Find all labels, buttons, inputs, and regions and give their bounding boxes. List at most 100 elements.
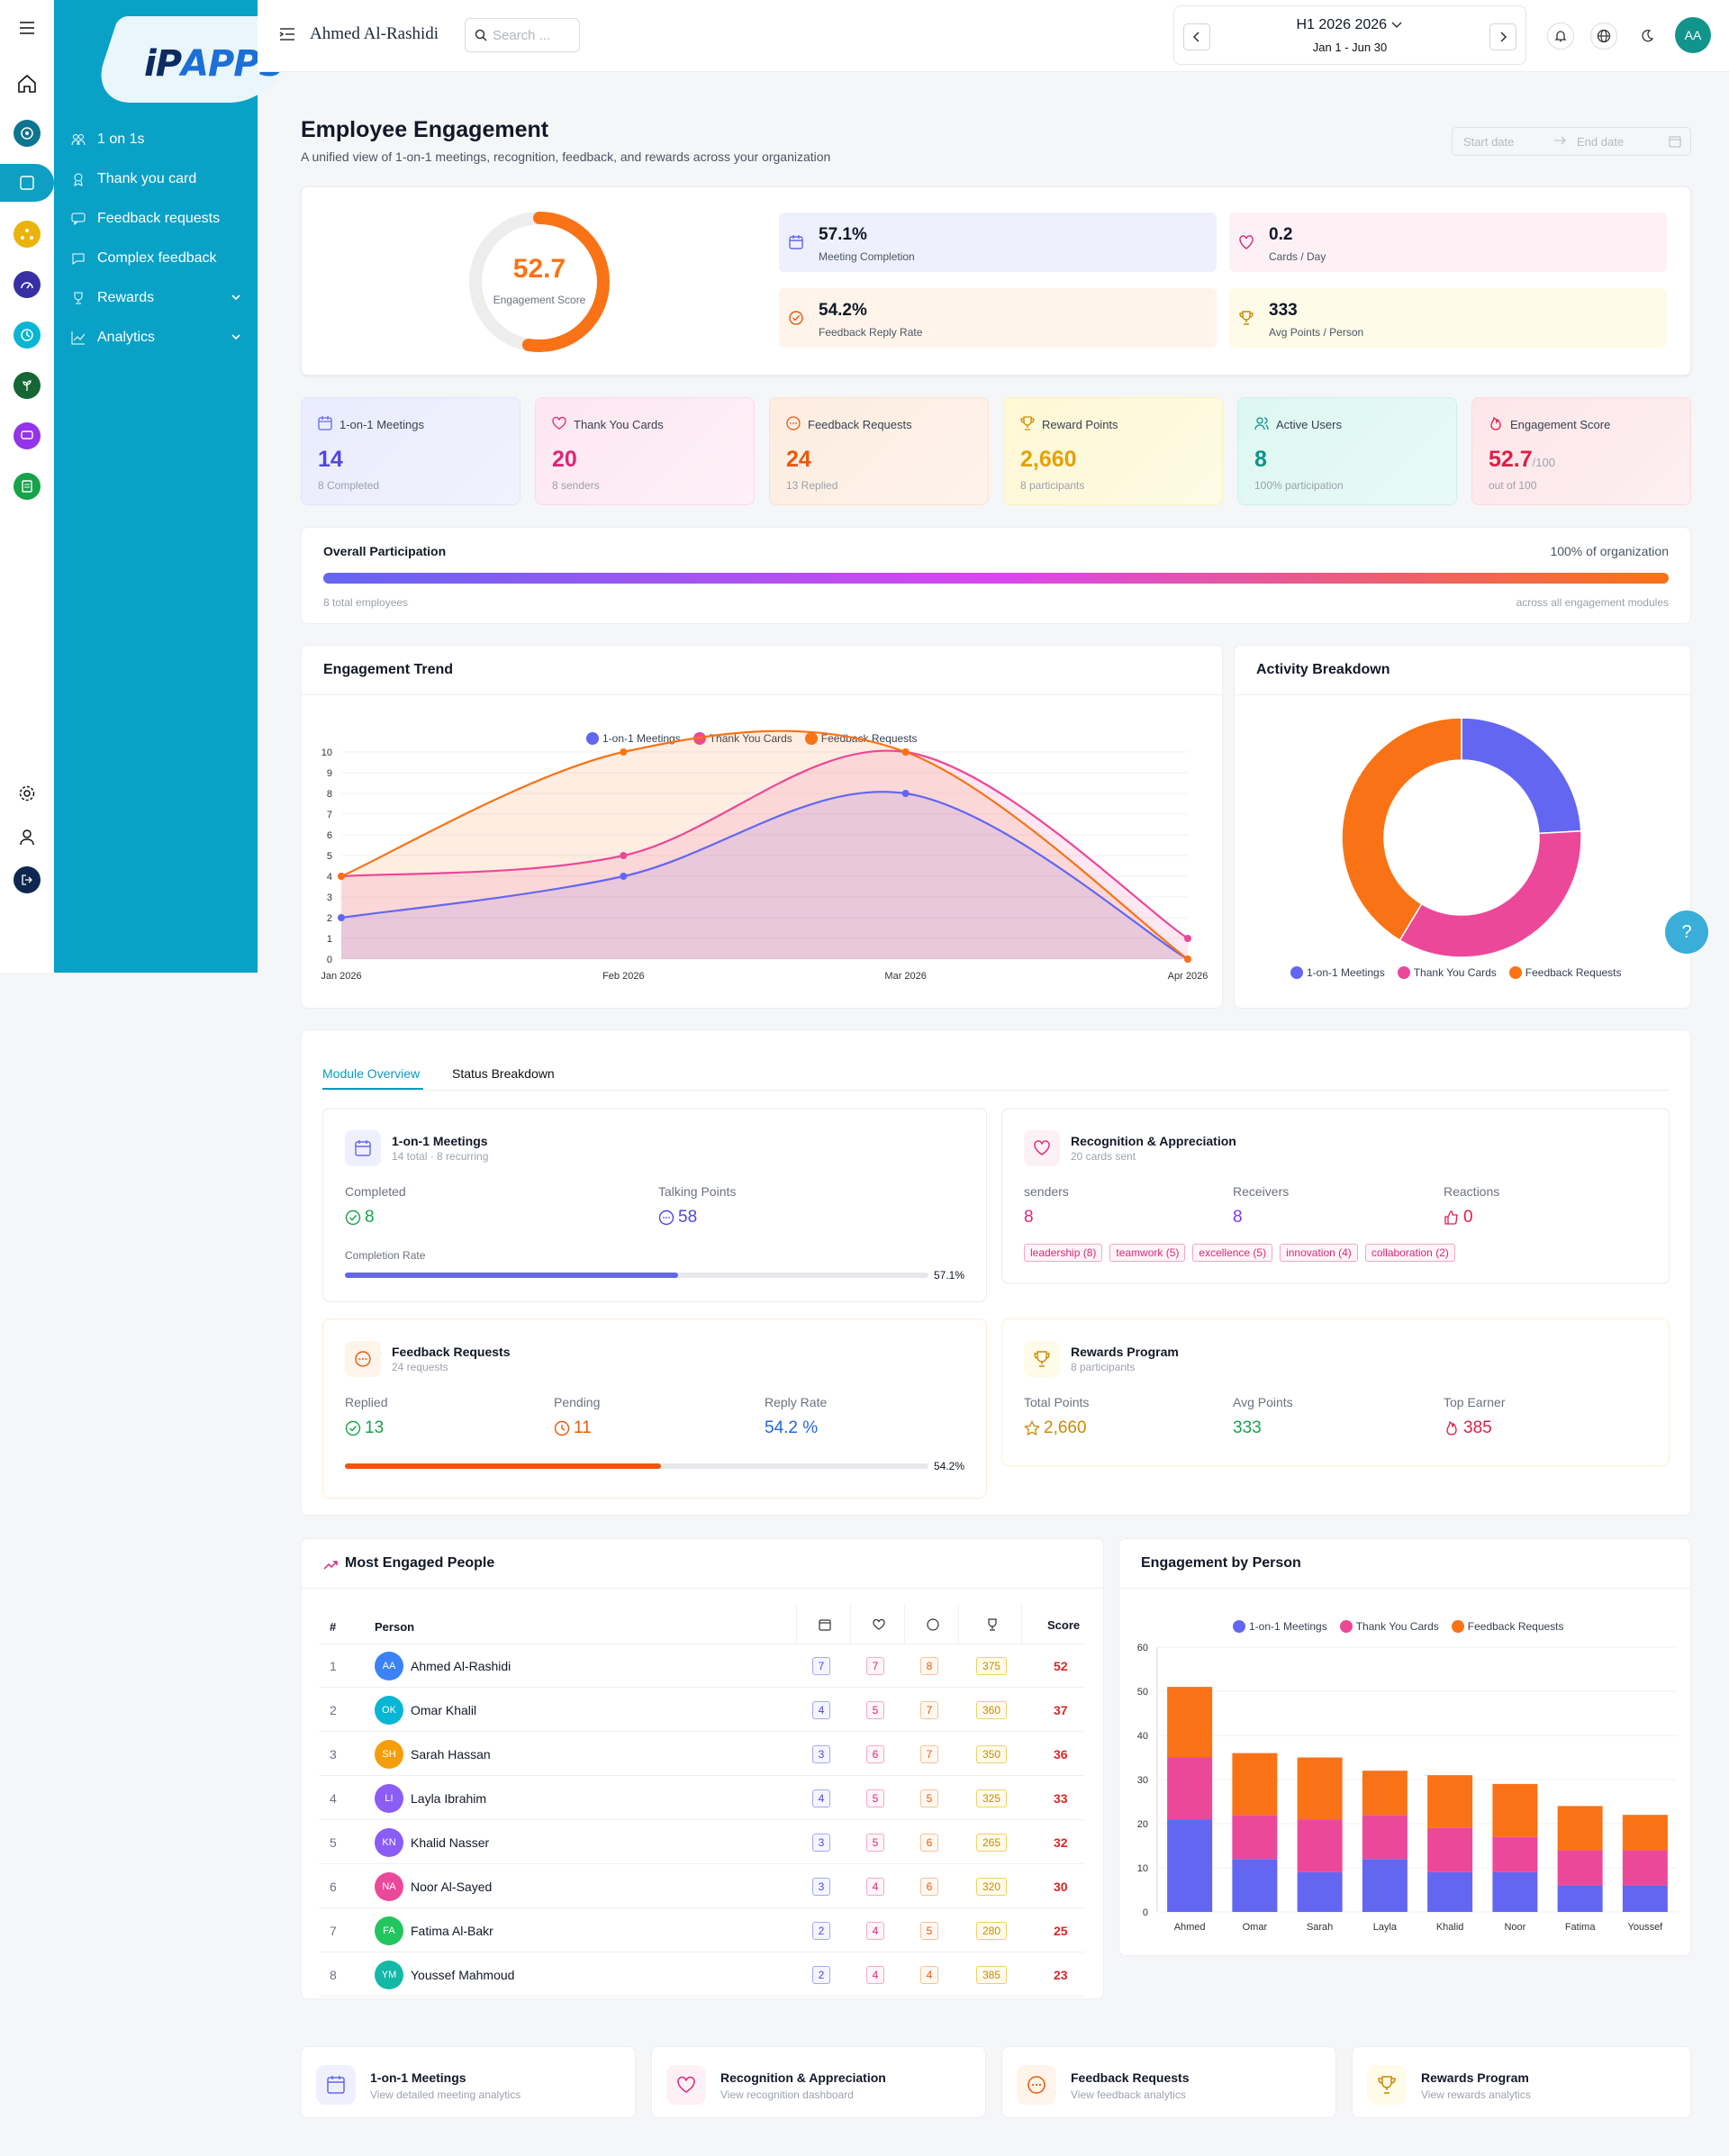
bar-segment <box>1297 1871 1343 1912</box>
next-period-button[interactable] <box>1489 23 1516 50</box>
table-row[interactable]: 4 LI Layla Ibrahim 4 5 5 325 33 <box>319 1777 1084 1820</box>
legend-item[interactable]: Thank You Cards <box>1397 966 1497 979</box>
person-cell[interactable]: NA Noor Al-Sayed <box>375 1865 492 1908</box>
active-rail-tab[interactable] <box>0 164 54 202</box>
tab-status-breakdown[interactable]: Status Breakdown <box>452 1066 555 1081</box>
legend-item[interactable]: Thank You Cards <box>693 732 792 745</box>
module-subtitle: 20 cards sent <box>1071 1150 1136 1163</box>
column-rewards-icon[interactable] <box>958 1605 999 1644</box>
legend-item[interactable]: 1-on-1 Meetings <box>1233 1620 1327 1633</box>
tag[interactable]: leadership (8) <box>1024 1244 1103 1262</box>
prev-period-button[interactable] <box>1183 23 1210 50</box>
legend-item[interactable]: 1-on-1 Meetings <box>1290 966 1385 979</box>
column-meetings-icon[interactable] <box>796 1605 831 1644</box>
tag[interactable]: excellence (5) <box>1192 1244 1273 1262</box>
help-button[interactable]: ? <box>1665 910 1708 954</box>
search-input[interactable]: Search ... <box>465 18 580 52</box>
stat-card-meetings[interactable]: 1-on-1 Meetings 14 8 Completed <box>301 397 521 505</box>
table-row[interactable]: 5 KN Khalid Nasser 3 5 6 265 32 <box>319 1821 1084 1864</box>
legend-item[interactable]: 1-on-1 Meetings <box>586 732 681 745</box>
card-app-icon[interactable] <box>14 473 41 500</box>
column-cards-icon[interactable] <box>850 1605 885 1644</box>
menu-icon[interactable] <box>14 14 41 41</box>
table-row[interactable]: 6 NA Noor Al-Sayed 3 4 6 320 30 <box>319 1865 1084 1908</box>
tag[interactable]: innovation (4) <box>1280 1244 1358 1262</box>
person-cell[interactable]: KN Khalid Nasser <box>375 1821 489 1864</box>
legend-item[interactable]: Feedback Requests <box>1451 1620 1564 1633</box>
tag[interactable]: collaboration (2) <box>1364 1244 1455 1262</box>
row-score: 36 <box>1054 1747 1068 1762</box>
clock-app-icon[interactable] <box>14 322 41 349</box>
person-cell[interactable]: AA Ahmed Al-Rashidi <box>375 1644 511 1688</box>
y-tick-label: 2 <box>327 913 332 924</box>
data-point <box>620 873 628 880</box>
table-row[interactable]: 2 OK Omar Khalil 4 5 7 360 37 <box>319 1689 1084 1732</box>
search-icon <box>475 29 487 41</box>
sidebar-item-label: Feedback requests <box>97 211 221 226</box>
sidebar-item-feedback-requests[interactable]: Feedback requests <box>68 205 249 232</box>
link-rewards[interactable]: Rewards Program View rewards analytics <box>1352 2046 1691 2118</box>
header-avatar[interactable]: AA <box>1675 17 1711 53</box>
sidebar-item-thank-you-card[interactable]: Thank you card <box>68 166 249 193</box>
period-label[interactable]: H1 2026 2026 <box>1174 17 1525 33</box>
module-meetings[interactable]: 1-on-1 Meetings 14 total · 8 recurring C… <box>322 1108 987 1302</box>
legend-item[interactable]: Feedback Requests <box>1508 966 1622 979</box>
stat-card-feedback[interactable]: Feedback Requests 24 13 Replied <box>769 397 989 505</box>
legend-item[interactable]: Thank You Cards <box>1339 1620 1439 1633</box>
person-cell[interactable]: LI Layla Ibrahim <box>375 1777 486 1820</box>
collapse-sidebar-icon[interactable] <box>279 27 295 41</box>
sidebar-item-analytics[interactable]: Analytics <box>68 324 249 351</box>
column-feedback-icon[interactable] <box>904 1605 939 1644</box>
person-cell[interactable]: OK Omar Khalil <box>375 1689 476 1732</box>
home-icon[interactable] <box>14 70 41 97</box>
date-range-picker[interactable]: Start date End date <box>1452 127 1691 156</box>
table-row[interactable]: 8 YM Youssef Mahmoud 2 4 4 385 23 <box>319 1953 1084 1997</box>
link-recognition[interactable]: Recognition & Appreciation View recognit… <box>651 2046 986 2118</box>
table-row[interactable]: 7 FA Fatima Al-Bakr 2 4 5 280 25 <box>319 1909 1084 1952</box>
link-feedback[interactable]: Feedback Requests View feedback analytic… <box>1001 2046 1336 2118</box>
stat-card-thank-you[interactable]: Thank You Cards 20 8 senders <box>535 397 755 505</box>
profile-icon[interactable] <box>14 823 41 850</box>
module-feedback[interactable]: Feedback Requests 24 requests Replied 13… <box>322 1318 987 1499</box>
sidebar-item-complex-feedback[interactable]: Complex feedback <box>68 245 249 272</box>
chat-app-icon[interactable] <box>14 422 41 449</box>
globe-icon[interactable] <box>1590 23 1617 50</box>
logout-icon[interactable] <box>14 866 41 893</box>
network-app-icon[interactable] <box>14 221 41 248</box>
participation-bar <box>323 573 1669 584</box>
row-rank: 7 <box>330 1924 337 1938</box>
period-selector[interactable]: H1 2026 2026 Jan 1 - Jun 30 <box>1173 5 1526 65</box>
tag[interactable]: teamwork (5) <box>1109 1244 1186 1262</box>
stat-card-active-users[interactable]: Active Users 8 100% participation <box>1237 397 1457 505</box>
module-recognition[interactable]: Recognition & Appreciation 20 cards sent… <box>1001 1108 1670 1284</box>
top-header: Ahmed Al-Rashidi Search ... H1 2026 2026… <box>258 0 1729 72</box>
person-name: Fatima Al-Bakr <box>411 1924 493 1938</box>
bell-icon[interactable] <box>1547 23 1574 50</box>
stat-card-reward-points[interactable]: Reward Points 2,660 8 participants <box>1003 397 1223 505</box>
series-line <box>340 749 1189 939</box>
plant-app-icon[interactable] <box>14 372 41 399</box>
row-score: 30 <box>1054 1880 1068 1894</box>
module-rewards[interactable]: Rewards Program 8 participants Total Poi… <box>1001 1318 1670 1466</box>
person-cell[interactable]: YM Youssef Mahmoud <box>375 1953 514 1997</box>
cards-count: 4 <box>866 1966 884 1984</box>
settings-icon[interactable] <box>14 780 41 807</box>
tab-module-overview[interactable]: Module Overview <box>322 1066 421 1081</box>
column-header[interactable]: Score <box>1021 1605 1080 1644</box>
avatar: FA <box>375 1916 403 1945</box>
stat-card-engagement-score[interactable]: Engagement Score 52.7/100 out of 100 <box>1471 397 1691 505</box>
sidebar-item-1on1s[interactable]: 1 on 1s <box>68 126 249 153</box>
person-cell[interactable]: SH Sarah Hassan <box>375 1733 491 1776</box>
column-header[interactable]: Person <box>375 1619 415 1634</box>
link-subtitle: View feedback analytics <box>1071 2088 1186 2101</box>
person-cell[interactable]: FA Fatima Al-Bakr <box>375 1909 493 1952</box>
metric-value: 385 <box>1444 1418 1492 1438</box>
table-row[interactable]: 3 SH Sarah Hassan 3 6 7 350 36 <box>319 1733 1084 1776</box>
sidebar-item-rewards[interactable]: Rewards <box>68 285 249 312</box>
x-tick-label: Noor <box>1504 1922 1525 1933</box>
table-row[interactable]: 1 AA Ahmed Al-Rashidi 7 7 8 375 52 <box>319 1644 1084 1688</box>
link-meetings[interactable]: 1-on-1 Meetings View detailed meeting an… <box>301 2046 636 2118</box>
gauge-app-icon[interactable] <box>14 271 41 298</box>
target-app-icon[interactable] <box>14 120 41 147</box>
moon-icon[interactable] <box>1634 23 1661 50</box>
